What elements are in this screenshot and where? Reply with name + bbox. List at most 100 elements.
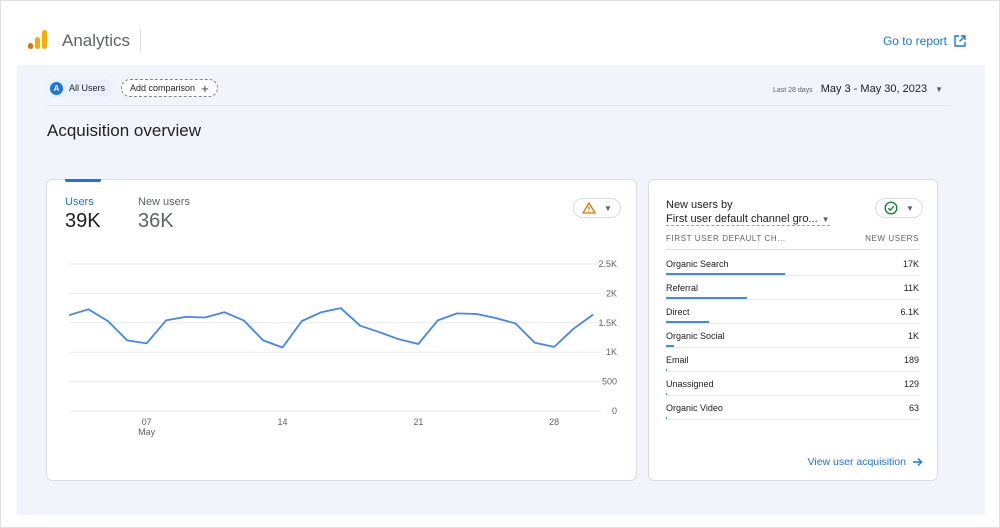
users-chart-card: Users 39K New users 36K ▼ 2.5K 2K 1.5K 1K 50… bbox=[46, 179, 637, 481]
metric-value: 39K bbox=[65, 210, 101, 232]
data-point bbox=[125, 338, 130, 343]
channel-row[interactable]: Referral 11K bbox=[666, 276, 919, 300]
page-title: Acquisition overview bbox=[47, 121, 202, 140]
channel-name: Organic Social bbox=[666, 331, 725, 341]
header-divider bbox=[140, 29, 141, 53]
data-point bbox=[202, 315, 207, 320]
view-user-acquisition-link[interactable]: View user acquisition bbox=[808, 456, 923, 468]
metric-tab-new-users[interactable]: New users 36K bbox=[138, 196, 190, 233]
series-line-users bbox=[68, 307, 594, 349]
top-bar: Analytics Go to report bbox=[1, 15, 999, 65]
channel-share-bar bbox=[666, 273, 785, 275]
insights-warning-button[interactable]: ▼ bbox=[573, 198, 621, 218]
channel-name: Organic Search bbox=[666, 259, 729, 269]
channel-row[interactable]: Organic Search 17K bbox=[666, 252, 919, 276]
channel-row[interactable]: Organic Video 63 bbox=[666, 396, 919, 420]
data-point bbox=[571, 326, 576, 331]
channel-share-bar bbox=[666, 417, 667, 419]
y-tick-label: 2.5K bbox=[598, 259, 617, 269]
column-header-channel: FIRST USER DEFAULT CH... bbox=[666, 234, 786, 243]
data-point bbox=[144, 341, 149, 346]
data-point bbox=[416, 341, 421, 346]
add-comparison-button[interactable]: Add comparison + bbox=[121, 79, 218, 97]
x-tick-label: 14 bbox=[277, 417, 287, 427]
metric-tab-users[interactable]: Users 39K bbox=[65, 196, 101, 233]
data-point bbox=[455, 311, 460, 316]
data-point bbox=[493, 316, 498, 321]
dimension-selector[interactable]: First user default channel gro... ▼ bbox=[666, 213, 830, 226]
go-to-report-label: Go to report bbox=[882, 34, 947, 48]
segment-avatar: A bbox=[50, 81, 63, 95]
metric-label: New users bbox=[138, 196, 190, 208]
channel-value: 1K bbox=[907, 331, 919, 341]
channel-name: Direct bbox=[666, 307, 690, 317]
x-tick-label: 28 bbox=[549, 417, 559, 427]
channel-row[interactable]: Organic Social 1K bbox=[666, 324, 919, 348]
y-tick-label: 2K bbox=[606, 288, 617, 298]
data-point bbox=[222, 310, 227, 315]
date-range-value: May 3 - May 30, 2023 bbox=[820, 83, 928, 95]
data-point bbox=[358, 323, 363, 328]
data-point bbox=[67, 313, 72, 318]
channel-row[interactable]: Email 189 bbox=[666, 348, 919, 372]
card-title: New users by bbox=[666, 199, 733, 211]
segment-chip-all-users[interactable]: A All Users bbox=[47, 79, 114, 97]
channel-name: Email bbox=[666, 355, 689, 365]
y-tick-label: 0 bbox=[612, 406, 617, 416]
channel-table-card: New users by First user default channel … bbox=[648, 179, 938, 481]
data-point bbox=[552, 344, 557, 349]
x-month-label: May bbox=[138, 427, 156, 437]
channel-name: Organic Video bbox=[666, 403, 723, 413]
channel-value: 189 bbox=[903, 355, 919, 365]
channel-value: 6.1K bbox=[900, 307, 919, 317]
data-point bbox=[513, 321, 518, 326]
x-tick-label: 21 bbox=[413, 417, 423, 427]
channel-share-bar bbox=[666, 345, 674, 347]
data-point bbox=[241, 318, 246, 323]
filter-divider bbox=[47, 105, 951, 106]
caret-down-icon: ▼ bbox=[906, 203, 914, 213]
main-content: A All Users Add comparison + Last 28 day… bbox=[17, 65, 985, 515]
go-to-report-link[interactable]: Go to report bbox=[883, 34, 967, 48]
caret-down-icon: ▼ bbox=[604, 203, 612, 213]
data-point bbox=[532, 340, 537, 345]
data-point bbox=[474, 311, 479, 316]
channel-share-bar bbox=[666, 369, 668, 371]
analytics-logo bbox=[28, 30, 47, 49]
channel-row[interactable]: Unassigned 129 bbox=[666, 372, 919, 396]
date-range-picker[interactable]: Last 28 days May 3 - May 30, 2023 ▼ bbox=[773, 83, 943, 95]
data-point bbox=[299, 319, 304, 324]
data-point bbox=[396, 337, 401, 342]
insights-ok-button[interactable]: ▼ bbox=[875, 198, 923, 218]
open-in-new-icon bbox=[954, 35, 966, 47]
data-point bbox=[591, 312, 596, 317]
date-range-label: Last 28 days bbox=[772, 87, 813, 94]
header-divider bbox=[666, 249, 919, 250]
dimension-label: First user default channel gro... bbox=[666, 213, 818, 225]
data-point bbox=[338, 306, 343, 311]
warning-icon bbox=[582, 202, 596, 214]
plus-icon: + bbox=[201, 80, 209, 96]
data-point bbox=[86, 307, 91, 312]
channel-name: Unassigned bbox=[666, 379, 714, 389]
y-tick-label: 1K bbox=[606, 347, 617, 357]
data-point bbox=[319, 310, 324, 315]
channel-row[interactable]: Direct 6.1K bbox=[666, 300, 919, 324]
x-tick-label: 07 bbox=[142, 417, 152, 427]
data-point bbox=[164, 318, 169, 323]
caret-down-icon: ▼ bbox=[821, 214, 830, 224]
metric-value: 36K bbox=[138, 210, 174, 232]
metric-label: Users bbox=[65, 196, 94, 208]
column-header-new-users: NEW USERS bbox=[865, 234, 919, 243]
data-point bbox=[105, 319, 110, 324]
caret-down-icon: ▼ bbox=[935, 85, 943, 94]
data-point bbox=[280, 345, 285, 350]
data-point bbox=[183, 314, 188, 319]
channel-value: 17K bbox=[902, 259, 919, 269]
channel-share-bar bbox=[666, 297, 747, 299]
channel-name: Referral bbox=[666, 283, 699, 293]
channel-share-bar bbox=[666, 393, 667, 395]
channel-value: 129 bbox=[903, 379, 919, 389]
